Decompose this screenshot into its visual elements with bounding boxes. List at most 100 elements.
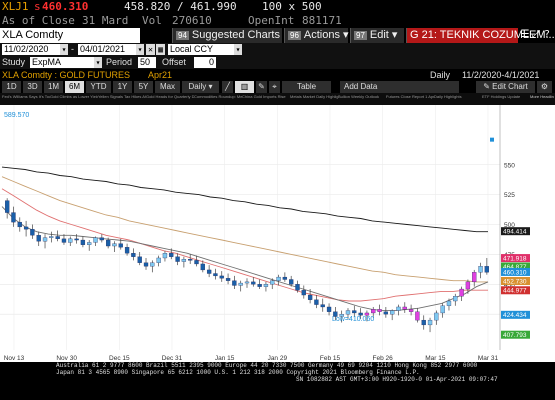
- security-input[interactable]: XLA Comdty: [0, 28, 140, 43]
- value-label-box: [501, 286, 530, 295]
- annotate-tool-icon[interactable]: ⌖: [269, 81, 281, 93]
- news-headline[interactable]: Gold Climbs as Lower Yields Support Meta…: [50, 94, 98, 99]
- y-tick-label: 550: [504, 162, 515, 169]
- draw-tool-icon[interactable]: ✎: [256, 81, 268, 93]
- period-max[interactable]: Max: [155, 81, 181, 93]
- quote-line: XLJ1 s 460.310 458.820 / 461.990 100 x 5…: [0, 0, 555, 14]
- frequency-label: Daily: [430, 70, 451, 80]
- help-icon[interactable]: ?: [543, 29, 551, 40]
- range-clear-button[interactable]: ✕: [146, 44, 155, 55]
- suggested-charts-button[interactable]: 94 Suggested Charts: [172, 28, 282, 43]
- candle-body: [36, 235, 41, 242]
- candle-body: [131, 253, 136, 257]
- candle-body: [232, 280, 237, 286]
- candle-body: [156, 257, 161, 263]
- candle-body: [345, 310, 351, 315]
- candle-body: [472, 272, 477, 283]
- price-chart[interactable]: Nov 13 Nov 30 Dec 15 Dec 31 Jan 15 Jan 29 Feb …: [0, 105, 555, 385]
- period-toolbar: 1D 3D 1M 6M YTD 1Y 5Y Max Daily ▾ ╱ ▥ ✎ …: [0, 81, 555, 93]
- news-headline[interactable]: Bullion Weekly Outlook: [338, 94, 380, 99]
- range-calendar-button[interactable]: ▦: [156, 44, 165, 55]
- period-6m[interactable]: 6M: [65, 81, 85, 93]
- edit-chart-button[interactable]: ✎ Edit Chart: [476, 81, 536, 93]
- end-date-dropdown[interactable]: ▾: [136, 44, 144, 55]
- y-tick-label: 500: [504, 222, 515, 229]
- value-label-box: [501, 227, 530, 236]
- edit-button[interactable]: 97 Edit ▾: [350, 28, 404, 43]
- news-headline[interactable]: Fed's Williams Says It's Too Soon to Tap…: [2, 94, 50, 99]
- news-headline[interactable]: China Gold Imports Rise: [242, 94, 286, 99]
- value-label-text: 460.310: [503, 269, 527, 276]
- candle-body: [219, 275, 224, 279]
- x-tick-label: Feb 15: [320, 355, 341, 362]
- start-date-input[interactable]: 11/02/2020: [2, 44, 60, 55]
- news-headline[interactable]: Gold Heads for Quarterly Drop as Economi…: [146, 94, 194, 99]
- period-1y[interactable]: 1Y: [113, 81, 133, 93]
- value-label-box: [501, 330, 530, 339]
- period-ytd[interactable]: YTD: [86, 81, 112, 93]
- candle-body: [93, 237, 98, 243]
- end-date-input[interactable]: 04/01/2021: [78, 44, 136, 55]
- x-tick-label: Jan 29: [268, 355, 288, 362]
- period-1d[interactable]: 1D: [2, 81, 22, 93]
- add-data-button[interactable]: Add Data: [340, 81, 460, 93]
- candle-body: [314, 299, 319, 305]
- value-label-text: 464.877: [503, 264, 527, 271]
- candle-body: [421, 319, 426, 326]
- offset-label: Offset: [162, 57, 186, 67]
- settings-icon[interactable]: ⚙: [537, 81, 553, 93]
- news-headline[interactable]: Yellen Signals Tax Hikes Ahead Plan: [98, 94, 146, 99]
- candle-body: [408, 309, 414, 312]
- value-label-box: [501, 310, 530, 319]
- close-date: 31 Mard: [82, 14, 129, 27]
- table-button[interactable]: Table: [282, 81, 332, 93]
- candle-body: [459, 288, 464, 297]
- y-tick-label: 525: [504, 192, 515, 199]
- study-dropdown[interactable]: ▾: [94, 57, 102, 68]
- period-5y[interactable]: 5Y: [134, 81, 154, 93]
- news-headline[interactable]: Metals Market Daily Highlights: [290, 94, 338, 99]
- line-chart-icon[interactable]: ╱: [222, 81, 234, 93]
- x-tick-label: Nov 30: [56, 355, 77, 362]
- news-headline[interactable]: ETF Holdings Update: [482, 94, 521, 99]
- candle-body: [434, 312, 439, 321]
- start-date-dropdown[interactable]: ▾: [60, 44, 68, 55]
- news-headline[interactable]: Futures Close Report 1 April 2021: [386, 94, 434, 99]
- value-label-text: 407.793: [503, 332, 527, 339]
- candle-body: [162, 253, 168, 259]
- candle-body: [358, 312, 363, 316]
- candle-body: [105, 239, 111, 247]
- security-toolbar: XLA Comdty 94 Suggested Charts 96 Actions …: [0, 28, 555, 43]
- frequency-select[interactable]: Daily ▾: [182, 81, 220, 93]
- candle-chart-icon[interactable]: ▥: [235, 81, 255, 93]
- study-select[interactable]: ExpMA: [30, 57, 94, 68]
- expand-icon[interactable]: ⤢: [532, 29, 540, 40]
- candle-body: [446, 300, 452, 306]
- period-1m[interactable]: 1M: [44, 81, 64, 93]
- candle-body: [295, 284, 300, 291]
- candle-body: [137, 256, 142, 263]
- news-headline[interactable]: Daily Highlights: [434, 94, 462, 99]
- more-headlines-link[interactable]: More Headlines: [530, 94, 554, 99]
- ma-line: [1, 176, 488, 283]
- ma-line: [1, 166, 488, 233]
- footer-contacts-1: Australia 61 2 9777 8600 Brazil 5511 239…: [56, 362, 478, 369]
- menu-icon[interactable]: ☰: [520, 29, 530, 40]
- candle-body: [282, 276, 288, 280]
- news-headline[interactable]: Commodities Roundup: Metals Steady Sprea…: [194, 94, 242, 99]
- actions-button[interactable]: 96 Actions ▾: [284, 28, 349, 43]
- x-tick-label: Nov 13: [4, 355, 25, 362]
- candle-body: [169, 253, 174, 257]
- period-input[interactable]: 50: [138, 57, 156, 68]
- period-3d[interactable]: 3D: [23, 81, 43, 93]
- currency-select[interactable]: Local CCY: [168, 44, 234, 55]
- candle-body: [320, 304, 325, 308]
- contract-month: Apr21: [148, 70, 173, 80]
- offset-input[interactable]: 0: [194, 57, 216, 68]
- currency-dropdown[interactable]: ▾: [234, 44, 242, 55]
- candle-body: [11, 212, 16, 223]
- footer-contacts-2: Japan 81 3 4565 8900 Singapore 65 6212 1…: [56, 369, 420, 376]
- candle-body: [49, 236, 54, 238]
- openint-label: OpenInt: [248, 14, 295, 27]
